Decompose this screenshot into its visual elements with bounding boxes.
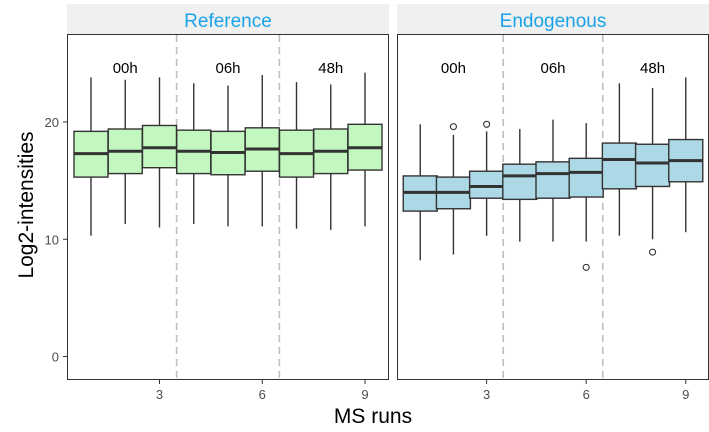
- facet-strip-label: Reference: [184, 11, 272, 32]
- x-tick-label: 9: [361, 387, 368, 402]
- box-iqr: [634, 143, 671, 188]
- panel-endogenous: Endogenous 00h 06h 48h 3 6 9: [397, 4, 709, 402]
- box-run-8: [313, 84, 349, 230]
- facet-strip: [397, 4, 709, 34]
- box-run-4: [502, 129, 538, 242]
- x-tick-label: 3: [156, 387, 163, 402]
- box-run-8: [634, 87, 671, 256]
- box-iqr: [601, 142, 638, 190]
- outlier-point: [449, 123, 457, 131]
- box-run-1: [402, 124, 438, 261]
- box-run-3: [141, 77, 178, 228]
- time-label: 00h: [113, 60, 138, 77]
- box-run-7: [278, 82, 315, 229]
- time-label: 06h: [215, 60, 240, 77]
- facet-strip-label: Endogenous: [500, 11, 607, 32]
- panels-layer: Reference 00h 06h 48h 3 6 9 0 10 20 Endogenous 00h 0…: [45, 4, 709, 402]
- facet-strip: [67, 4, 389, 34]
- x-axis-title: MS runs: [334, 405, 412, 428]
- box-run-5: [210, 85, 246, 227]
- box-run-2: [107, 79, 143, 225]
- box-run-3: [468, 120, 505, 236]
- box-iqr: [535, 161, 571, 199]
- y-tick-label: 0: [52, 350, 59, 365]
- box-run-9: [347, 72, 383, 227]
- y-tick-label: 20: [45, 115, 59, 130]
- x-tick-label: 9: [682, 387, 689, 402]
- time-label: 48h: [640, 60, 665, 77]
- panel-border: [67, 34, 389, 380]
- outlier-point: [483, 120, 491, 128]
- outlier-point: [649, 248, 657, 256]
- x-tick-label: 6: [583, 387, 590, 402]
- box-run-2: [435, 123, 472, 255]
- box-run-6: [244, 75, 280, 227]
- box-iqr: [502, 163, 538, 201]
- box-run-6: [568, 123, 604, 271]
- box-run-7: [601, 83, 638, 236]
- box-run-5: [535, 119, 571, 242]
- x-tick-label: 6: [259, 387, 266, 402]
- time-label: 48h: [318, 60, 343, 77]
- box-run-1: [73, 77, 109, 236]
- y-axis-title: Log2-intensities: [15, 131, 38, 278]
- outlier-point: [582, 263, 590, 271]
- x-tick-label: 3: [483, 387, 490, 402]
- y-tick-label: 10: [45, 232, 59, 247]
- box-run-9: [668, 77, 704, 233]
- box-run-4: [176, 83, 212, 225]
- box-iqr: [568, 157, 604, 198]
- panel-reference: Reference 00h 06h 48h 3 6 9 0 10 20: [45, 4, 389, 402]
- time-label: 00h: [441, 60, 466, 77]
- box-iqr: [468, 170, 505, 199]
- time-label: 06h: [540, 60, 565, 77]
